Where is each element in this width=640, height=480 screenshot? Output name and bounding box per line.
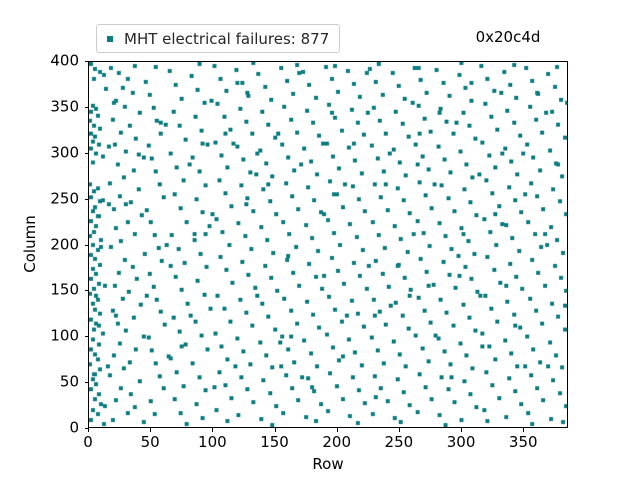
y-tick-mark (84, 336, 88, 338)
x-tick-label: 200 (322, 433, 352, 451)
x-tick-label: 0 (83, 433, 93, 451)
x-tick-label: 100 (198, 433, 227, 451)
y-axis-label: Column (21, 215, 39, 273)
y-tick-mark (84, 428, 88, 429)
y-tick-mark (84, 106, 88, 108)
y-tick-label: 300 (50, 143, 79, 162)
x-tick-mark (398, 428, 400, 432)
y-tick-label: 0 (69, 418, 79, 437)
y-tick-mark (84, 152, 88, 154)
y-tick-label: 250 (50, 189, 79, 208)
y-tick-mark (84, 61, 88, 62)
y-tick-mark (84, 198, 88, 200)
y-tick-label: 400 (50, 51, 79, 70)
x-axis-label: Row (312, 455, 344, 473)
y-tick-mark (84, 290, 88, 292)
y-tick-label: 200 (50, 235, 79, 253)
y-tick-label: 350 (50, 97, 79, 116)
x-tick-label: 50 (140, 433, 160, 451)
x-tick-label: 250 (384, 433, 414, 451)
x-tick-mark (523, 428, 525, 432)
legend-marker-square-icon (107, 35, 113, 42)
x-tick-mark (150, 428, 152, 432)
x-tick-mark (274, 428, 276, 432)
scatter-plot-canvas (89, 62, 567, 427)
x-tick-mark (461, 428, 463, 432)
legend-label: MHT electrical failures: 877 (124, 29, 330, 48)
x-tick-label: 300 (446, 433, 476, 451)
y-tick-label: 100 (50, 326, 79, 345)
plot-legend: MHT electrical failures: 877 (96, 24, 341, 53)
x-tick-label: 350 (508, 433, 538, 451)
y-tick-label: 50 (59, 372, 79, 391)
x-tick-mark (88, 428, 89, 432)
x-tick-mark (336, 428, 338, 432)
y-tick-mark (84, 382, 88, 384)
figure-annotation-hex: 0x20c4d (475, 28, 541, 46)
plot-axes (88, 61, 568, 428)
x-tick-label: 150 (260, 433, 289, 451)
y-tick-label: 150 (50, 280, 79, 299)
x-tick-mark (212, 428, 214, 432)
y-tick-mark (84, 244, 88, 246)
